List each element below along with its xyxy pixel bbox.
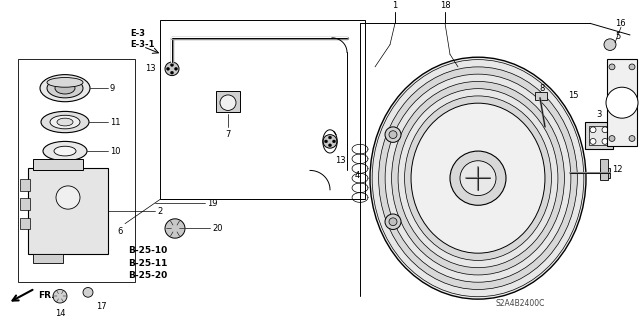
- Text: 20: 20: [212, 224, 223, 233]
- Ellipse shape: [372, 60, 584, 297]
- Ellipse shape: [50, 115, 80, 129]
- Text: 6: 6: [118, 226, 123, 235]
- Text: 17: 17: [96, 302, 107, 311]
- Bar: [20, 198, 30, 210]
- Ellipse shape: [47, 78, 83, 98]
- Circle shape: [385, 214, 401, 229]
- Text: B-25-20: B-25-20: [128, 271, 167, 280]
- Text: B-25-11: B-25-11: [128, 259, 168, 268]
- Text: 19: 19: [207, 199, 218, 208]
- Circle shape: [166, 67, 170, 70]
- Text: E-3-1: E-3-1: [130, 40, 154, 49]
- Circle shape: [333, 140, 335, 143]
- Ellipse shape: [404, 96, 552, 260]
- Circle shape: [220, 95, 236, 110]
- Circle shape: [606, 87, 638, 118]
- Text: 14: 14: [55, 309, 65, 318]
- Ellipse shape: [385, 74, 571, 282]
- Bar: [216, 91, 240, 112]
- Text: 2: 2: [157, 207, 163, 216]
- Bar: [33, 159, 83, 170]
- Bar: [600, 159, 608, 180]
- Text: FR.: FR.: [38, 291, 54, 300]
- Circle shape: [602, 138, 608, 144]
- Bar: [589, 126, 609, 145]
- Circle shape: [629, 64, 635, 70]
- Circle shape: [590, 138, 596, 144]
- Bar: [535, 92, 547, 100]
- Circle shape: [450, 151, 506, 205]
- Circle shape: [56, 186, 80, 209]
- Circle shape: [328, 144, 332, 147]
- Circle shape: [604, 39, 616, 50]
- Text: S2A4B2400C: S2A4B2400C: [495, 300, 545, 308]
- Text: 13: 13: [335, 156, 346, 165]
- Text: 5: 5: [615, 33, 620, 41]
- Circle shape: [389, 218, 397, 226]
- Ellipse shape: [43, 141, 87, 161]
- Text: 16: 16: [616, 19, 626, 28]
- Circle shape: [389, 131, 397, 138]
- Text: 4: 4: [355, 171, 360, 180]
- Ellipse shape: [411, 103, 545, 253]
- Ellipse shape: [47, 78, 83, 87]
- Ellipse shape: [370, 57, 586, 299]
- Ellipse shape: [57, 118, 73, 126]
- Ellipse shape: [54, 146, 76, 156]
- Circle shape: [609, 136, 615, 141]
- Ellipse shape: [41, 111, 89, 133]
- Text: E-3: E-3: [130, 28, 145, 38]
- Text: 8: 8: [540, 84, 545, 93]
- Circle shape: [170, 71, 173, 74]
- Ellipse shape: [40, 75, 90, 102]
- Bar: [607, 59, 637, 146]
- Circle shape: [328, 136, 332, 139]
- Circle shape: [170, 63, 173, 66]
- Circle shape: [590, 127, 596, 133]
- Text: 12: 12: [612, 165, 623, 174]
- Text: 7: 7: [225, 130, 230, 139]
- Text: B-25-10: B-25-10: [128, 246, 167, 255]
- Ellipse shape: [55, 82, 75, 94]
- Bar: [600, 168, 610, 178]
- Text: 13: 13: [145, 64, 156, 73]
- Circle shape: [324, 140, 328, 143]
- Ellipse shape: [398, 89, 558, 268]
- Text: 1: 1: [392, 1, 397, 10]
- Circle shape: [175, 67, 177, 70]
- Circle shape: [165, 62, 179, 76]
- Circle shape: [629, 136, 635, 141]
- Ellipse shape: [392, 81, 564, 275]
- Bar: [33, 254, 63, 263]
- Text: 9: 9: [110, 84, 115, 93]
- Bar: [20, 179, 30, 191]
- Text: 15: 15: [568, 92, 579, 100]
- Circle shape: [165, 219, 185, 238]
- Circle shape: [385, 127, 401, 142]
- Circle shape: [609, 64, 615, 70]
- Circle shape: [602, 127, 608, 133]
- Circle shape: [460, 161, 496, 196]
- Bar: [20, 218, 30, 229]
- Bar: [585, 122, 613, 149]
- Bar: [18, 59, 135, 282]
- Circle shape: [53, 289, 67, 303]
- Text: 11: 11: [110, 117, 120, 127]
- Ellipse shape: [379, 67, 577, 289]
- Text: 10: 10: [110, 146, 120, 156]
- Circle shape: [83, 287, 93, 297]
- Bar: [160, 20, 365, 199]
- Bar: [28, 168, 108, 254]
- Text: 18: 18: [440, 1, 451, 10]
- Text: 3: 3: [596, 110, 602, 119]
- Circle shape: [323, 135, 337, 148]
